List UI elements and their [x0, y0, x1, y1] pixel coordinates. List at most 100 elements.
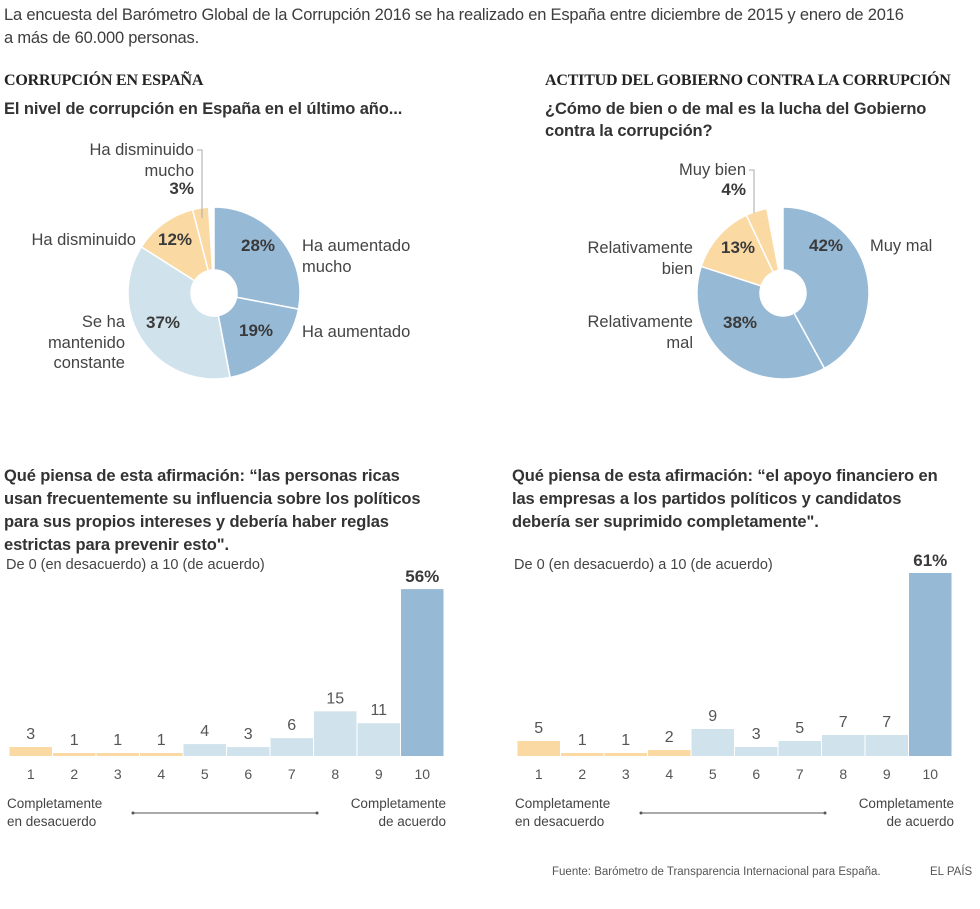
bar-value-label: 5 — [534, 720, 543, 737]
bar-value-label: 1 — [113, 732, 122, 749]
x-tick-label: 2 — [578, 766, 586, 782]
scale-line-end — [315, 811, 319, 815]
bar — [183, 744, 226, 756]
pie1-slice-label: mucho — [302, 258, 352, 276]
x-tick-label: 6 — [244, 766, 252, 782]
pie1-slice-label: constante — [53, 354, 125, 372]
bar — [648, 750, 691, 756]
bar-value-label: 3 — [244, 726, 253, 743]
x-tick-label: 3 — [114, 766, 122, 782]
x-tick-label: 9 — [375, 766, 383, 782]
x-tick-label: 5 — [201, 766, 209, 782]
bar-value-label: 1 — [70, 732, 79, 749]
x-tick-label: 2 — [70, 766, 78, 782]
pie2-slice-label: mal — [666, 334, 693, 352]
scale-line-end — [823, 811, 827, 815]
pie2-title-line-1: ¿Cómo de bien o de mal es la lucha del G… — [545, 100, 927, 118]
x-tick-label: 6 — [752, 766, 760, 782]
bar-value-label: 3 — [752, 726, 761, 743]
pie2-pct-label: 4% — [721, 180, 746, 199]
pie1-slice-label: mucho — [144, 162, 194, 180]
left-end-label: en desacuerdo — [7, 814, 96, 829]
bar — [357, 723, 400, 756]
bar1-subtitle: De 0 (en desacuerdo) a 10 (de acuerdo) — [6, 557, 265, 573]
pie1-pct-label: 37% — [146, 313, 180, 332]
pie1-slice-label: Ha aumentado — [302, 323, 410, 341]
pie2-slice-label: Relativamente — [588, 239, 693, 257]
section-title-left: CORRUPCIÓN EN ESPAÑA — [4, 72, 204, 89]
bar-value-label: 15 — [326, 690, 344, 707]
bar2-title-line-3: debería ser suprimido completamente". — [512, 513, 819, 531]
bar-value-label: 4 — [200, 723, 209, 740]
pie1-pct-label: 28% — [241, 236, 275, 255]
x-tick-label: 8 — [839, 766, 847, 782]
brand-label: EL PAÍS — [930, 866, 973, 878]
bar-top-label: 61% — [913, 551, 947, 570]
pie-slice — [696, 265, 826, 380]
bar — [227, 747, 270, 756]
left-end-label: en desacuerdo — [515, 814, 604, 829]
bar-top-label: 56% — [405, 567, 439, 586]
bar1-title: Qué piensa de esta afirmación: “las pers… — [4, 465, 421, 557]
pie2-pct-label: 13% — [721, 238, 755, 257]
pie-chart-1 — [127, 206, 301, 380]
bar-value-label: 6 — [287, 717, 296, 734]
bar — [9, 747, 52, 756]
pie-slice — [217, 296, 300, 379]
left-end-label: Completamente — [515, 796, 610, 811]
pie-slice — [745, 207, 780, 274]
pie2-slice-label: bien — [662, 260, 693, 278]
x-tick-label: 3 — [622, 766, 630, 782]
bar — [865, 735, 908, 756]
bar-chart-2 — [517, 573, 952, 756]
pie1-slice-label: Se ha — [82, 313, 126, 331]
bar-value-label: 1 — [157, 732, 166, 749]
right-end-label: Completamente — [351, 796, 446, 811]
pie1-pct-label: 12% — [158, 230, 192, 249]
bar — [96, 753, 139, 756]
scale-line-end — [131, 811, 135, 815]
pie2-slice-label: Muy mal — [870, 237, 932, 255]
section-title-right: ACTITUD DEL GOBIERNO CONTRA LA CORRUPCIÓ… — [545, 72, 951, 89]
pie1-leader-line — [197, 149, 203, 218]
pie2-slice-label: Relativamente — [588, 313, 693, 331]
bar — [691, 729, 734, 756]
bar-value-label: 7 — [882, 714, 891, 731]
pie1-slice-label: mantenido — [48, 334, 125, 352]
pie-slice — [191, 206, 214, 272]
bar — [561, 753, 604, 756]
bar-value-label: 3 — [26, 726, 35, 743]
bar2-title-line-2: las empresas a los partidos políticos y … — [512, 490, 902, 508]
right-end-label: de acuerdo — [378, 814, 446, 829]
pie1-pct-label: 19% — [239, 321, 273, 340]
pie-slice — [127, 245, 231, 380]
pie-slice — [700, 214, 775, 287]
bar-value-label: 9 — [708, 708, 717, 725]
bar — [735, 747, 778, 756]
pie-slice — [213, 206, 301, 310]
pie2-pct-label: 42% — [809, 236, 843, 255]
bar1-title-line-1: Qué piensa de esta afirmación: “las pers… — [4, 467, 400, 485]
bar1-title-line-3: para sus propios intereses y debería hab… — [4, 513, 389, 531]
source-note: Fuente: Barómetro de Transparencia Inter… — [552, 866, 881, 878]
pie2-title-line-2: contra la corrupción? — [545, 121, 713, 140]
x-tick-label: 4 — [665, 766, 673, 782]
pie1-slice-label: Ha disminuido — [31, 231, 136, 249]
x-tick-label: 1 — [535, 766, 543, 782]
x-tick-label: 4 — [157, 766, 165, 782]
pie1-slice-label: Ha disminuido — [89, 141, 194, 159]
bar-value-label: 7 — [839, 714, 848, 731]
bar1-title-line-4: estrictas para prevenir esto". — [4, 536, 229, 554]
bar — [517, 741, 560, 756]
bar — [909, 573, 952, 756]
bar1-title-line-2: usan frecuentemente su influencia sobre … — [4, 490, 421, 508]
x-tick-label: 5 — [709, 766, 717, 782]
pie2-pct-label: 38% — [723, 313, 757, 332]
bar — [401, 589, 444, 756]
pie2-title: ¿Cómo de bien o de mal es la lucha del G… — [545, 99, 926, 142]
bar2-title: Qué piensa de esta afirmación: “el apoyo… — [512, 465, 938, 534]
bar-value-label: 5 — [795, 720, 804, 737]
bar-value-label: 2 — [665, 729, 674, 746]
x-tick-label: 1 — [27, 766, 35, 782]
